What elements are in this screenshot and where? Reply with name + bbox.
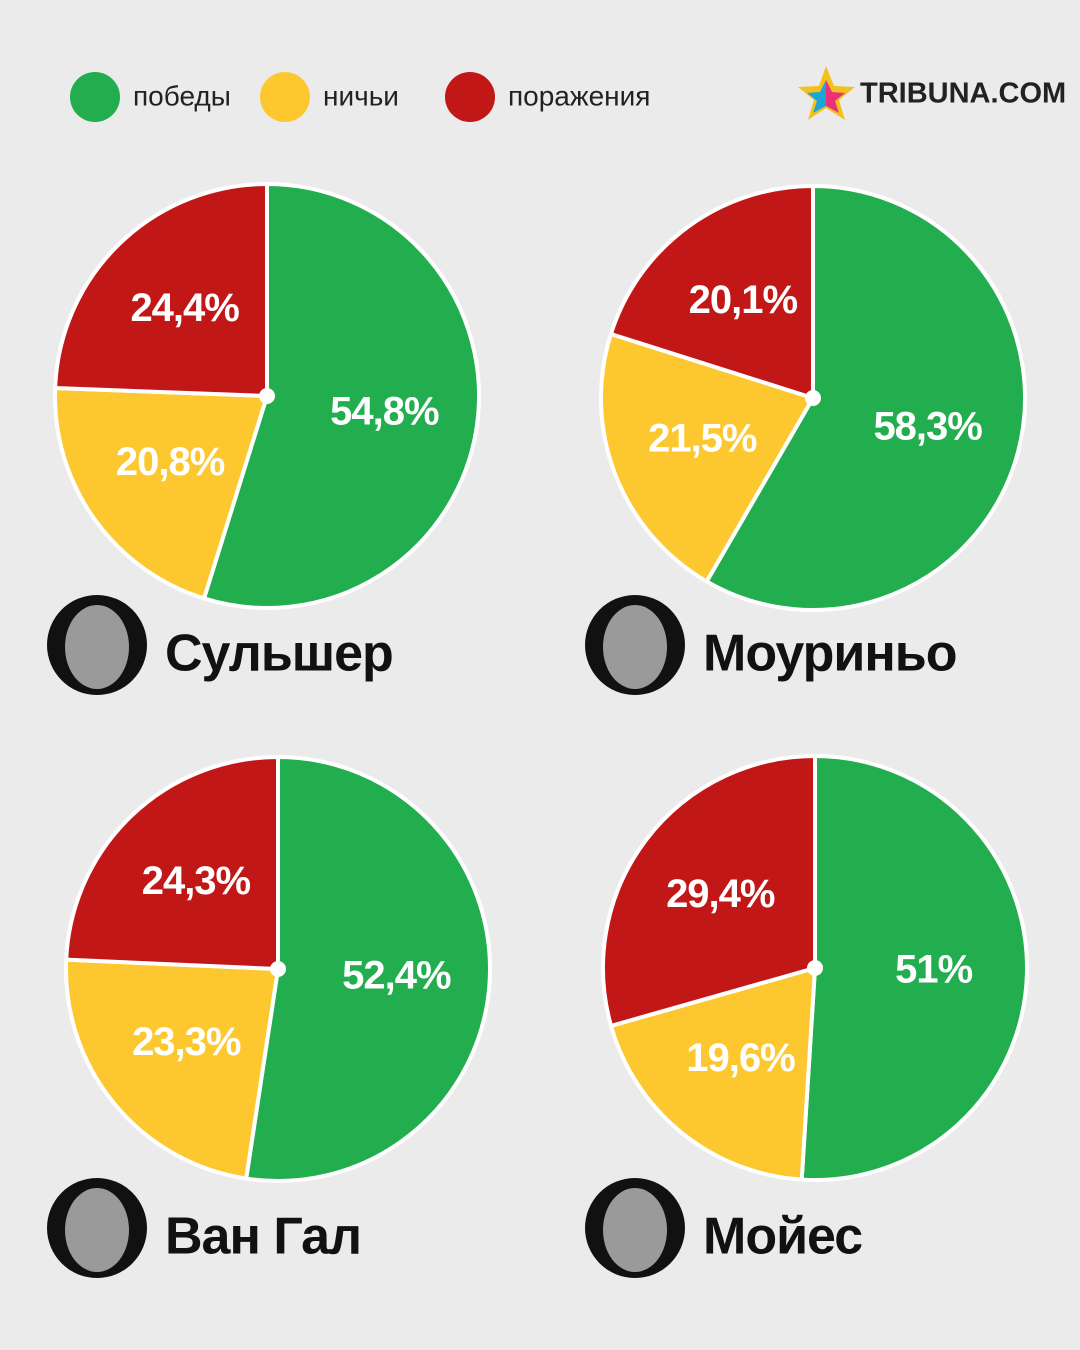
pie-slice <box>53 386 269 601</box>
coach-face <box>603 605 667 689</box>
pie-slice <box>244 755 492 1183</box>
logo-star-part <box>807 80 826 113</box>
legend-swatch <box>260 72 310 122</box>
value-label: 23,3% <box>132 1020 241 1064</box>
logo-star-part <box>826 80 845 113</box>
legend-label: победы <box>133 80 231 111</box>
logo: TRIBUNA.COM <box>798 66 1066 120</box>
pie-center <box>270 961 286 977</box>
pie-slice <box>64 755 280 971</box>
value-label: 19,6% <box>686 1036 795 1080</box>
pie-slice <box>799 754 1029 1182</box>
value-label: 51% <box>895 947 972 991</box>
value-label: 52,4% <box>342 954 451 998</box>
pie <box>64 755 492 1183</box>
pie-center <box>807 960 823 976</box>
brand: TRIBUNA.COM <box>860 78 1066 110</box>
pie-slice <box>53 182 269 398</box>
value-label: 24,4% <box>130 286 239 330</box>
legend-label: ничьи <box>323 80 399 111</box>
value-label: 20,1% <box>689 278 798 322</box>
pie-center <box>259 388 275 404</box>
pie-slice <box>64 957 280 1181</box>
value-label: 58,3% <box>873 404 982 448</box>
coach-face <box>65 1188 129 1272</box>
value-label: 24,3% <box>142 859 251 903</box>
coach-face <box>65 605 129 689</box>
coach-name: Сульшер <box>165 625 393 683</box>
coach-name: Ван Гал <box>165 1208 361 1266</box>
legend-swatch <box>445 72 495 122</box>
coach-name: Мойес <box>703 1208 862 1266</box>
pie <box>53 182 481 610</box>
value-label: 20,8% <box>116 440 225 484</box>
legend-label: поражения <box>508 80 650 111</box>
pie-slice <box>601 754 817 1028</box>
legend-swatch <box>70 72 120 122</box>
coach-face <box>603 1188 667 1272</box>
pie-slice <box>599 332 815 584</box>
pie-slice <box>609 966 817 1182</box>
coach-name: Моуриньо <box>703 625 957 683</box>
pie <box>599 184 1027 612</box>
value-label: 21,5% <box>648 416 757 460</box>
pie <box>601 754 1029 1182</box>
pie-slice <box>608 184 815 400</box>
value-label: 54,8% <box>330 389 439 433</box>
value-label: 29,4% <box>666 872 775 916</box>
pie-center <box>805 390 821 406</box>
pie-slice <box>704 184 1027 612</box>
pie-slice <box>202 182 481 610</box>
